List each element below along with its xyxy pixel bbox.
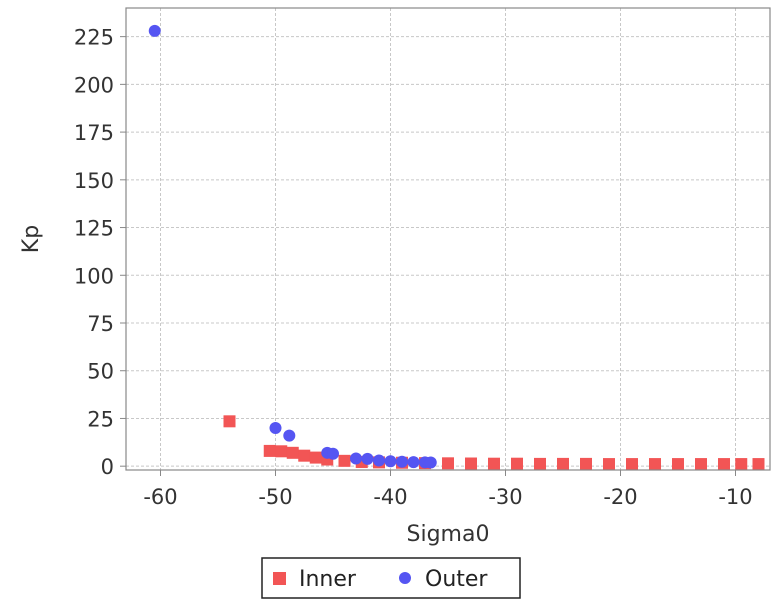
inner-point	[511, 457, 523, 470]
y-tick-label: 25	[87, 407, 114, 431]
legend-inner-marker	[273, 572, 286, 585]
inner-point	[752, 458, 765, 471]
inner-point	[603, 458, 615, 471]
inner-point	[442, 457, 454, 470]
x-tick-label: -30	[488, 485, 522, 509]
y-axis-title: Kp	[19, 225, 44, 253]
inner-point	[718, 458, 730, 471]
legend-outer-marker	[399, 572, 411, 584]
inner-point	[465, 457, 477, 470]
x-axis-title: Sigma0	[407, 522, 490, 547]
inner-point	[557, 457, 569, 470]
y-tick-label: 0	[101, 455, 114, 479]
y-tick-label: 50	[87, 360, 114, 384]
y-tick-label: 225	[74, 26, 114, 50]
inner-point	[488, 457, 500, 470]
outer-point	[361, 452, 374, 465]
inner-point	[735, 458, 748, 471]
inner-point	[223, 415, 236, 428]
legend-outer-label: Outer	[425, 567, 488, 592]
outer-point	[350, 452, 362, 465]
x-tick-label: -10	[718, 485, 752, 509]
legend: Inner Outer	[261, 557, 521, 599]
inner-point	[626, 458, 638, 471]
y-tick-label: 200	[74, 73, 114, 97]
legend-inner-label: Inner	[299, 567, 357, 592]
outer-point	[384, 455, 397, 468]
y-tick-label: 100	[74, 264, 114, 288]
x-tick-label: -40	[373, 485, 407, 509]
inner-point	[695, 458, 707, 471]
y-axis: 0 25 50 75 100 125 150 175 200 225	[74, 26, 126, 479]
x-axis: -60 -50 -40 -30 -20 -10	[143, 470, 753, 509]
outer-point	[407, 456, 420, 469]
y-tick-label: 150	[74, 169, 114, 193]
inner-point	[534, 457, 546, 470]
inner-point	[672, 458, 684, 471]
x-tick-label: -50	[258, 485, 292, 509]
inner-point	[298, 449, 311, 462]
inner-point	[338, 454, 351, 467]
x-tick-label: -60	[143, 485, 177, 509]
inner-point	[275, 445, 288, 458]
data-points	[148, 24, 765, 471]
outer-point	[424, 456, 437, 469]
outer-point	[327, 447, 339, 460]
inner-point	[286, 446, 299, 459]
y-tick-label: 175	[74, 121, 114, 145]
y-tick-label: 125	[74, 217, 114, 241]
plot-background	[126, 8, 770, 470]
inner-point	[309, 451, 322, 464]
outer-point	[373, 454, 385, 467]
y-tick-label: 75	[87, 312, 114, 336]
legend-box	[261, 557, 521, 599]
outer-point	[396, 455, 408, 468]
grid-lines	[126, 8, 770, 470]
inner-point	[263, 444, 276, 457]
plot-frame	[125, 7, 771, 471]
outer-point	[148, 24, 161, 37]
outer-point	[283, 429, 296, 442]
outer-point	[269, 422, 282, 434]
x-tick-label: -20	[603, 485, 637, 509]
inner-point	[580, 457, 592, 470]
inner-point	[649, 458, 661, 471]
